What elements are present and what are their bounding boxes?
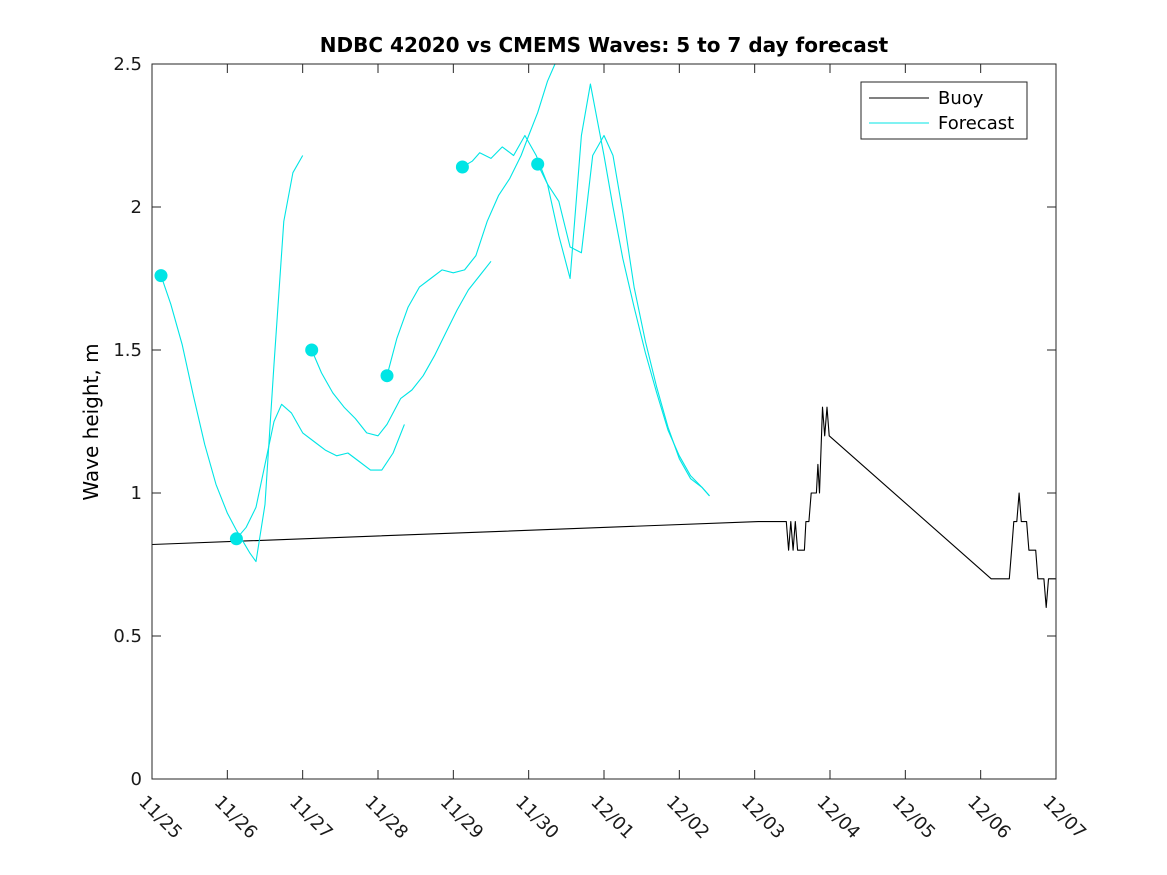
chart-title: NDBC 42020 vs CMEMS Waves: 5 to 7 day fo…: [320, 33, 889, 57]
forecast-run-5-line: [462, 134, 710, 497]
y-tick-label: 1: [131, 483, 142, 504]
y-tick-label: 0.5: [113, 626, 142, 647]
forecast-start-marker-3: [305, 343, 319, 357]
marker-layer: [154, 157, 545, 546]
legend-label-buoy: Buoy: [938, 88, 984, 109]
y-tick-label: 1.5: [113, 340, 142, 361]
forecast-run-4-line: [386, 63, 556, 376]
series-buoy-line: [151, 406, 1056, 608]
y-axis-label: Wave height, m: [79, 343, 103, 500]
forecast-start-marker-2: [229, 532, 243, 546]
y-tick-label: 2: [131, 197, 142, 218]
series-layer: [151, 63, 1056, 608]
legend: Buoy Forecast: [860, 81, 1028, 140]
forecast-run-2-line: [235, 403, 405, 540]
forecast-run-1-line: [160, 155, 304, 563]
forecast-run-3-line: [311, 260, 492, 437]
forecast-run-6-line: [537, 83, 710, 497]
forecast-start-marker-4: [380, 369, 394, 383]
y-tick-label: 0: [131, 769, 142, 790]
legend-label-forecast: Forecast: [938, 113, 1014, 134]
legend-box: [860, 81, 1028, 140]
forecast-start-marker-5: [455, 160, 469, 174]
forecast-start-marker-6: [531, 157, 545, 171]
y-ticks: 0 0.5 1 1.5 2 2.5: [113, 54, 1056, 790]
y-tick-label: 2.5: [113, 54, 142, 75]
forecast-start-marker-1: [154, 269, 168, 283]
